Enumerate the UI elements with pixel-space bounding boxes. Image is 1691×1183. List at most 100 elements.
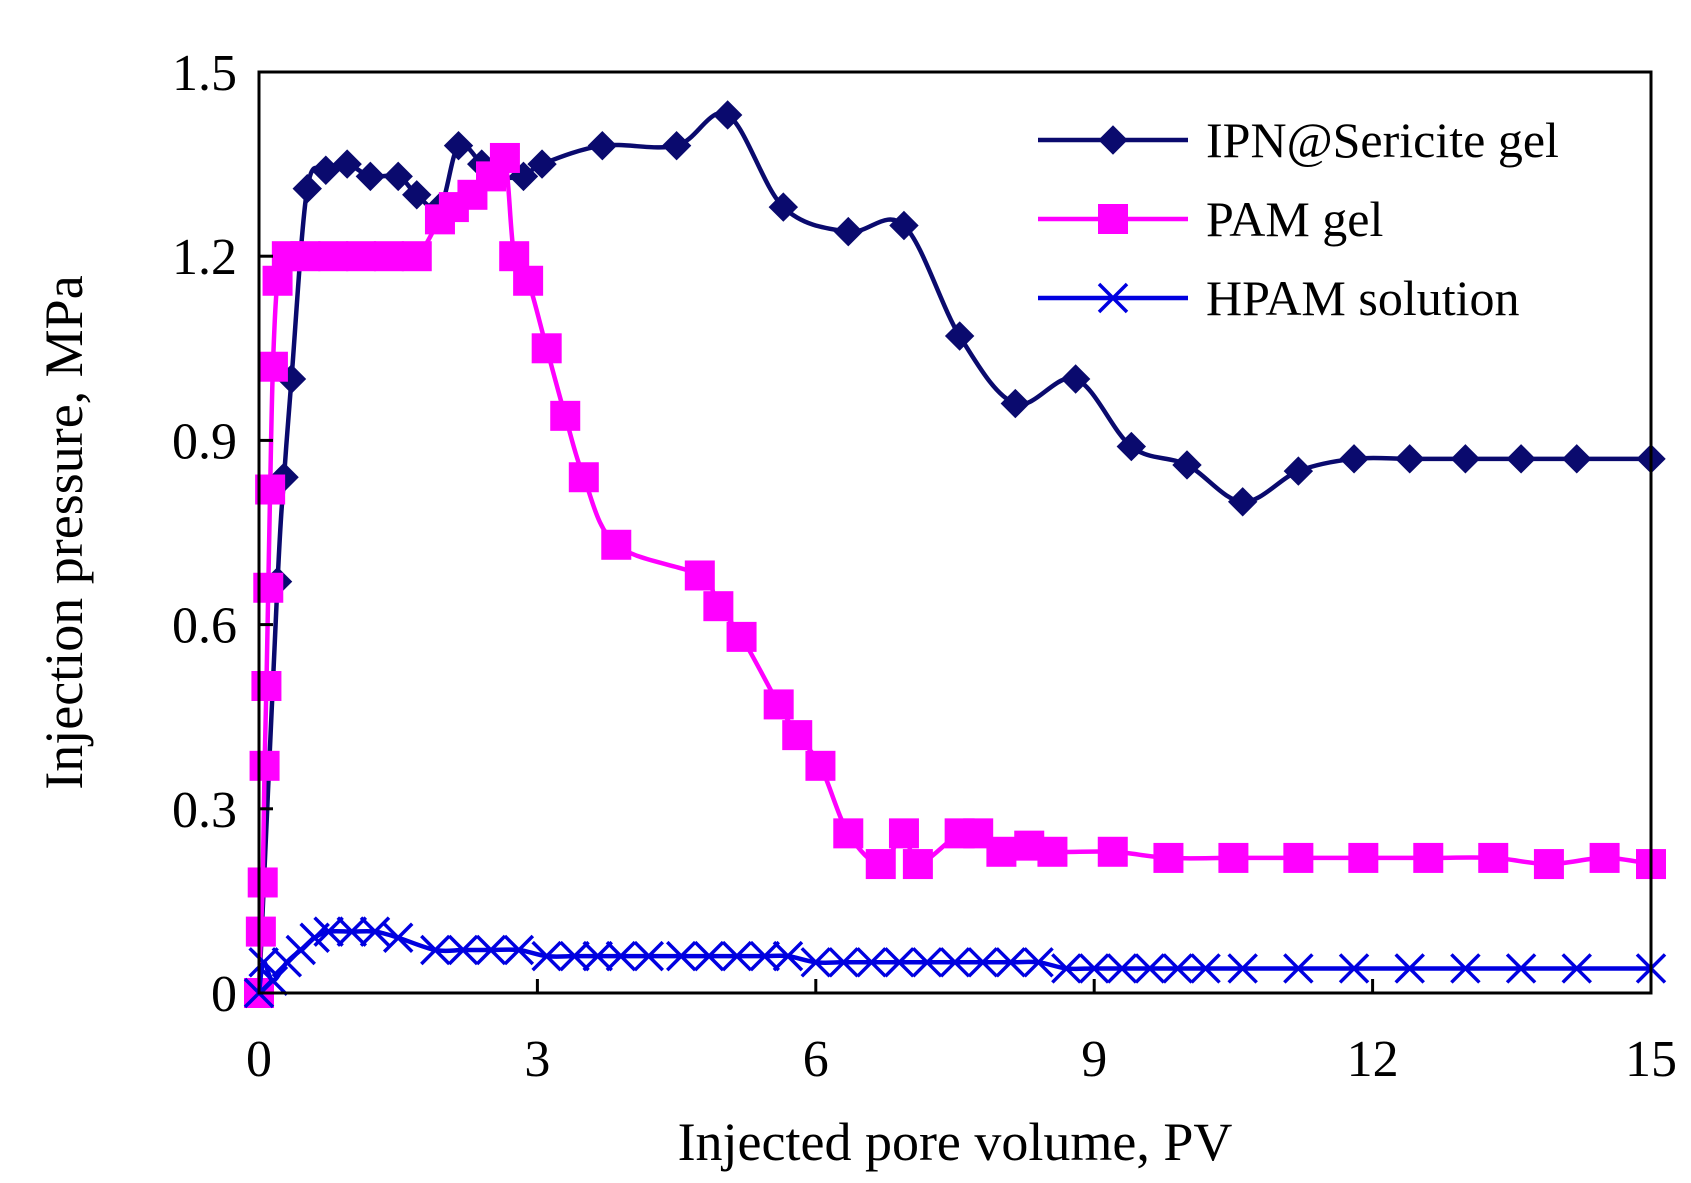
- data-point: [1450, 953, 1481, 984]
- data-point: [703, 591, 734, 622]
- data-point: [721, 940, 753, 972]
- data-point: [1227, 953, 1258, 984]
- data-point: [633, 940, 664, 972]
- data-point: [257, 351, 288, 382]
- data-point: [1283, 456, 1314, 486]
- data-point: [251, 671, 282, 701]
- data-point: [550, 400, 581, 431]
- data-point: [1116, 431, 1147, 462]
- data-point: [1561, 953, 1592, 984]
- data-point: [1190, 953, 1221, 984]
- y-tick-label: 0.6: [172, 598, 237, 655]
- data-point: [245, 916, 276, 947]
- data-point: [247, 867, 278, 898]
- data-point: [1051, 953, 1082, 984]
- data-point: [911, 947, 943, 978]
- data-point: [712, 100, 743, 130]
- data-point: [749, 940, 780, 972]
- data-point: [489, 142, 520, 173]
- legend-marker: [1098, 204, 1128, 234]
- data-point: [1506, 444, 1536, 474]
- data-point: [1533, 849, 1564, 880]
- data-point: [1172, 450, 1202, 480]
- y-tick-label: 1.5: [172, 45, 237, 102]
- data-point: [531, 940, 562, 972]
- x-axis-title: Injected pore volume, PV: [678, 1112, 1233, 1172]
- data-point: [995, 947, 1026, 978]
- data-point: [1283, 953, 1314, 984]
- x-tick-label: 15: [1625, 1031, 1677, 1088]
- legend-label: PAM gel: [1206, 191, 1383, 247]
- data-point: [763, 689, 794, 720]
- data-point: [1106, 953, 1138, 984]
- data-point: [359, 916, 391, 947]
- data-point: [290, 241, 321, 272]
- legend-item: PAM gel: [1038, 191, 1383, 247]
- data-point: [939, 947, 971, 978]
- data-point: [1339, 444, 1369, 474]
- data-point: [828, 947, 859, 978]
- data-point: [568, 462, 599, 493]
- data-point: [249, 750, 280, 781]
- legend-label: HPAM solution: [1206, 270, 1520, 326]
- y-axis-title: Injection pressure, MPa: [34, 275, 94, 789]
- data-point: [1562, 444, 1592, 474]
- legend-label: IPN@Sericite gel: [1206, 112, 1559, 168]
- data-point: [527, 149, 557, 179]
- data-point: [1218, 842, 1249, 873]
- data-point: [346, 241, 377, 272]
- data-point: [782, 720, 813, 751]
- data-point: [1134, 953, 1166, 984]
- data-point: [1283, 842, 1314, 873]
- data-point: [447, 934, 479, 966]
- data-point: [336, 916, 368, 947]
- data-point: [726, 621, 757, 652]
- data-point: [833, 818, 864, 849]
- data-point: [1023, 947, 1054, 978]
- data-point: [248, 947, 279, 978]
- data-point: [1478, 842, 1509, 873]
- data-point: [401, 241, 432, 272]
- x-tick-label: 3: [524, 1031, 550, 1088]
- y-tick-label: 0.9: [172, 413, 237, 470]
- data-point: [582, 940, 613, 972]
- data-point: [1413, 842, 1444, 873]
- data-point: [1060, 364, 1091, 394]
- data-point: [587, 130, 618, 161]
- data-point: [661, 130, 692, 161]
- data-point: [1037, 836, 1068, 867]
- y-tick-label: 0.3: [172, 782, 237, 839]
- data-point: [1162, 953, 1193, 984]
- data-point: [1348, 842, 1379, 873]
- data-point: [1153, 842, 1184, 873]
- legend-marker: [1097, 282, 1129, 314]
- data-point: [382, 922, 414, 953]
- data-point: [902, 849, 933, 880]
- data-point: [1505, 953, 1537, 984]
- data-point: [443, 130, 474, 161]
- data-point: [805, 750, 836, 781]
- ticks-layer: 0 3 6 9 12 15 0 0.3 0.6 0.9 1.2 1.5: [172, 45, 1677, 1088]
- x-tick-label: 12: [1347, 1031, 1399, 1088]
- series-line: [256, 152, 1652, 994]
- data-point: [257, 965, 289, 996]
- data-point: [1227, 487, 1258, 517]
- data-point: [889, 210, 919, 241]
- data-point: [383, 161, 413, 192]
- y-tick-label: 1.2: [172, 229, 237, 286]
- data-point: [1097, 836, 1128, 867]
- data-point: [666, 940, 697, 972]
- data-point: [601, 529, 632, 560]
- data-point: [986, 836, 1017, 867]
- data-point: [559, 940, 590, 972]
- data-point: [693, 940, 725, 972]
- data-point: [1589, 842, 1620, 873]
- data-point: [884, 947, 915, 978]
- legend-item: HPAM solution: [1038, 270, 1520, 326]
- data-point: [355, 161, 386, 192]
- data-point: [1450, 444, 1481, 474]
- data-point: [1000, 388, 1031, 419]
- data-point: [420, 934, 451, 966]
- data-point: [768, 192, 799, 222]
